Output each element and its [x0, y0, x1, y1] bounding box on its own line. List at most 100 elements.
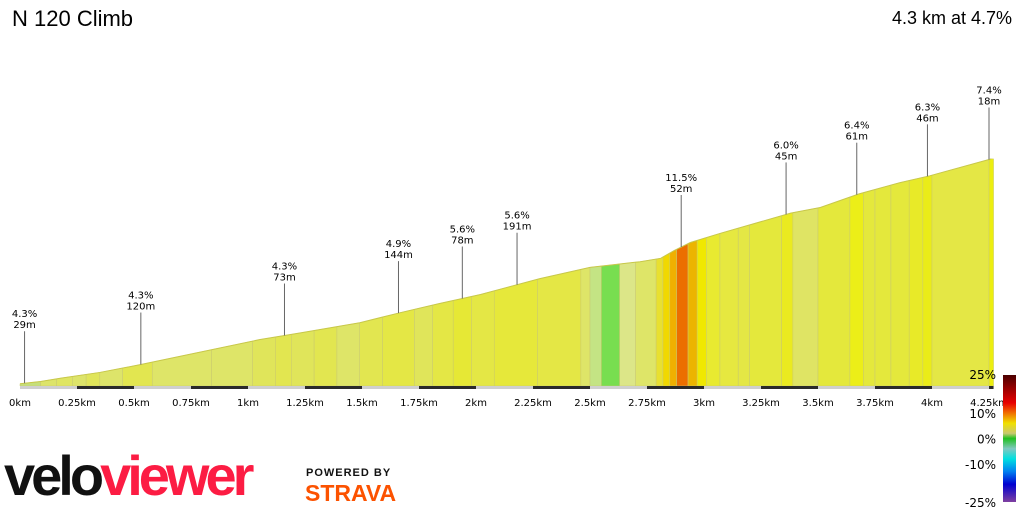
distance-bar-segment [77, 386, 134, 389]
annotation-length: 78m [451, 235, 473, 246]
x-tick-label: 1.75km [400, 398, 438, 409]
x-tick-label: 0.5km [118, 398, 149, 409]
gradient-segment [211, 340, 253, 387]
gradient-legend: 25% 10% 0% -10% -25% [965, 368, 1016, 510]
gradient-segment [988, 158, 994, 387]
veloviewer-logo: veloviewer [4, 444, 254, 507]
distance-bar-segment [818, 386, 875, 389]
segment-annotation: 6.4%61m [844, 121, 869, 195]
annotation-length: 29m [13, 320, 35, 331]
gradient-segment [619, 261, 636, 387]
annotation-length: 46m [916, 113, 938, 124]
gradient-segment [781, 212, 794, 387]
x-tick-label: 0.25km [58, 398, 96, 409]
gradient-segment [580, 267, 591, 387]
gradient-segment [589, 265, 602, 387]
distance-bar-segment [476, 386, 533, 389]
segment-annotation: 5.6%78m [450, 224, 475, 299]
segment-annotation: 4.3%73m [272, 262, 297, 336]
gradient-segment [908, 177, 924, 387]
gradient-segment [706, 233, 721, 387]
annotation-length: 18m [978, 96, 1000, 107]
gradient-color-scale [1003, 375, 1016, 502]
segment-annotation: 4.3%120m [126, 291, 155, 365]
gradient-segment [291, 330, 315, 387]
x-tick-label: 3.75km [856, 398, 894, 409]
x-tick-label: 3km [693, 398, 715, 409]
distance-bar-segment [989, 386, 994, 389]
gradient-segments [19, 158, 994, 387]
gradient-segment [792, 207, 819, 387]
gradient-segment [635, 258, 657, 387]
gradient-segment [336, 322, 360, 387]
annotation-length: 120m [126, 302, 155, 313]
legend-label: -25% [965, 496, 996, 510]
x-tick-label: 3.5km [802, 398, 833, 409]
annotation-length: 144m [384, 250, 413, 261]
gradient-segment [863, 189, 876, 387]
x-tick-label: 2.25km [514, 398, 552, 409]
distance-bar-segment [704, 386, 761, 389]
distance-bar-segment [134, 386, 191, 389]
x-tick-label: 4km [921, 398, 943, 409]
gradient-segment [922, 174, 933, 387]
gradient-segment [359, 316, 383, 387]
gradient-segment [414, 304, 433, 387]
distance-bar-segment [248, 386, 305, 389]
segment-annotation: 11.5%52m [665, 173, 697, 248]
annotations: 4.3%29m4.3%120m4.3%73m4.9%144m5.6%78m5.6… [12, 85, 1002, 384]
gradient-segment [849, 192, 864, 387]
gradient-segment [275, 334, 292, 387]
annotation-length: 73m [273, 273, 295, 284]
annotation-grade: 6.4% [844, 121, 869, 132]
gradient-segment [655, 256, 664, 387]
segment-annotation: 6.3%46m [915, 102, 940, 177]
annotation-grade: 6.0% [773, 140, 798, 151]
annotation-grade: 4.9% [386, 239, 411, 250]
annotation-grade: 4.3% [272, 262, 297, 273]
gradient-segment [719, 227, 739, 387]
annotation-length: 52m [670, 184, 692, 195]
distance-bar-segment [875, 386, 932, 389]
segment-annotation: 7.4%18m [976, 85, 1002, 160]
gradient-segment [890, 180, 910, 387]
gradient-segment [749, 215, 782, 387]
x-tick-label: 2km [465, 398, 487, 409]
annotation-grade: 4.3% [128, 291, 153, 302]
segment-annotation: 4.9%144m [384, 239, 413, 314]
annotation-grade: 7.4% [976, 85, 1001, 96]
x-tick-label: 0km [9, 398, 31, 409]
profile-outline [19, 158, 992, 385]
gradient-segment [252, 336, 276, 387]
x-tick-label: 3.25km [742, 398, 780, 409]
x-tick-label: 2.5km [574, 398, 605, 409]
climb-summary: 4.3 km at 4.7% [891, 8, 1012, 28]
gradient-segment [669, 248, 677, 387]
gradient-segment [676, 243, 689, 387]
legend-label: -10% [965, 458, 996, 472]
x-tick-label: 1.25km [286, 398, 324, 409]
distance-bar-segment [305, 386, 362, 389]
distance-bar-segment [20, 386, 77, 389]
distance-bar-segment [590, 386, 647, 389]
gradient-segment [313, 326, 338, 387]
x-tick-label: 2.75km [628, 398, 666, 409]
distance-bar-segment [647, 386, 704, 389]
legend-label: 10% [969, 407, 996, 421]
annotation-grade: 6.3% [915, 102, 940, 113]
legend-max-label: 25% [969, 368, 996, 382]
segment-annotation: 5.6%191m [503, 211, 531, 285]
gradient-segment [493, 278, 538, 387]
gradient-segment [601, 263, 620, 387]
annotation-grade: 11.5% [665, 173, 697, 184]
annotation-length: 45m [775, 151, 797, 162]
legend-label: 0% [977, 433, 996, 447]
distance-bar-segment [761, 386, 818, 389]
x-axis-ticks: 0km 0.25km 0.5km 0.75km 1km 1.25km 1.5km 1.75km… [9, 398, 1008, 409]
gradient-segment [696, 237, 707, 387]
gradient-segment [662, 252, 671, 387]
gradient-segment [687, 240, 698, 387]
annotation-grade: 4.3% [12, 309, 37, 320]
distance-bar-segment [419, 386, 476, 389]
